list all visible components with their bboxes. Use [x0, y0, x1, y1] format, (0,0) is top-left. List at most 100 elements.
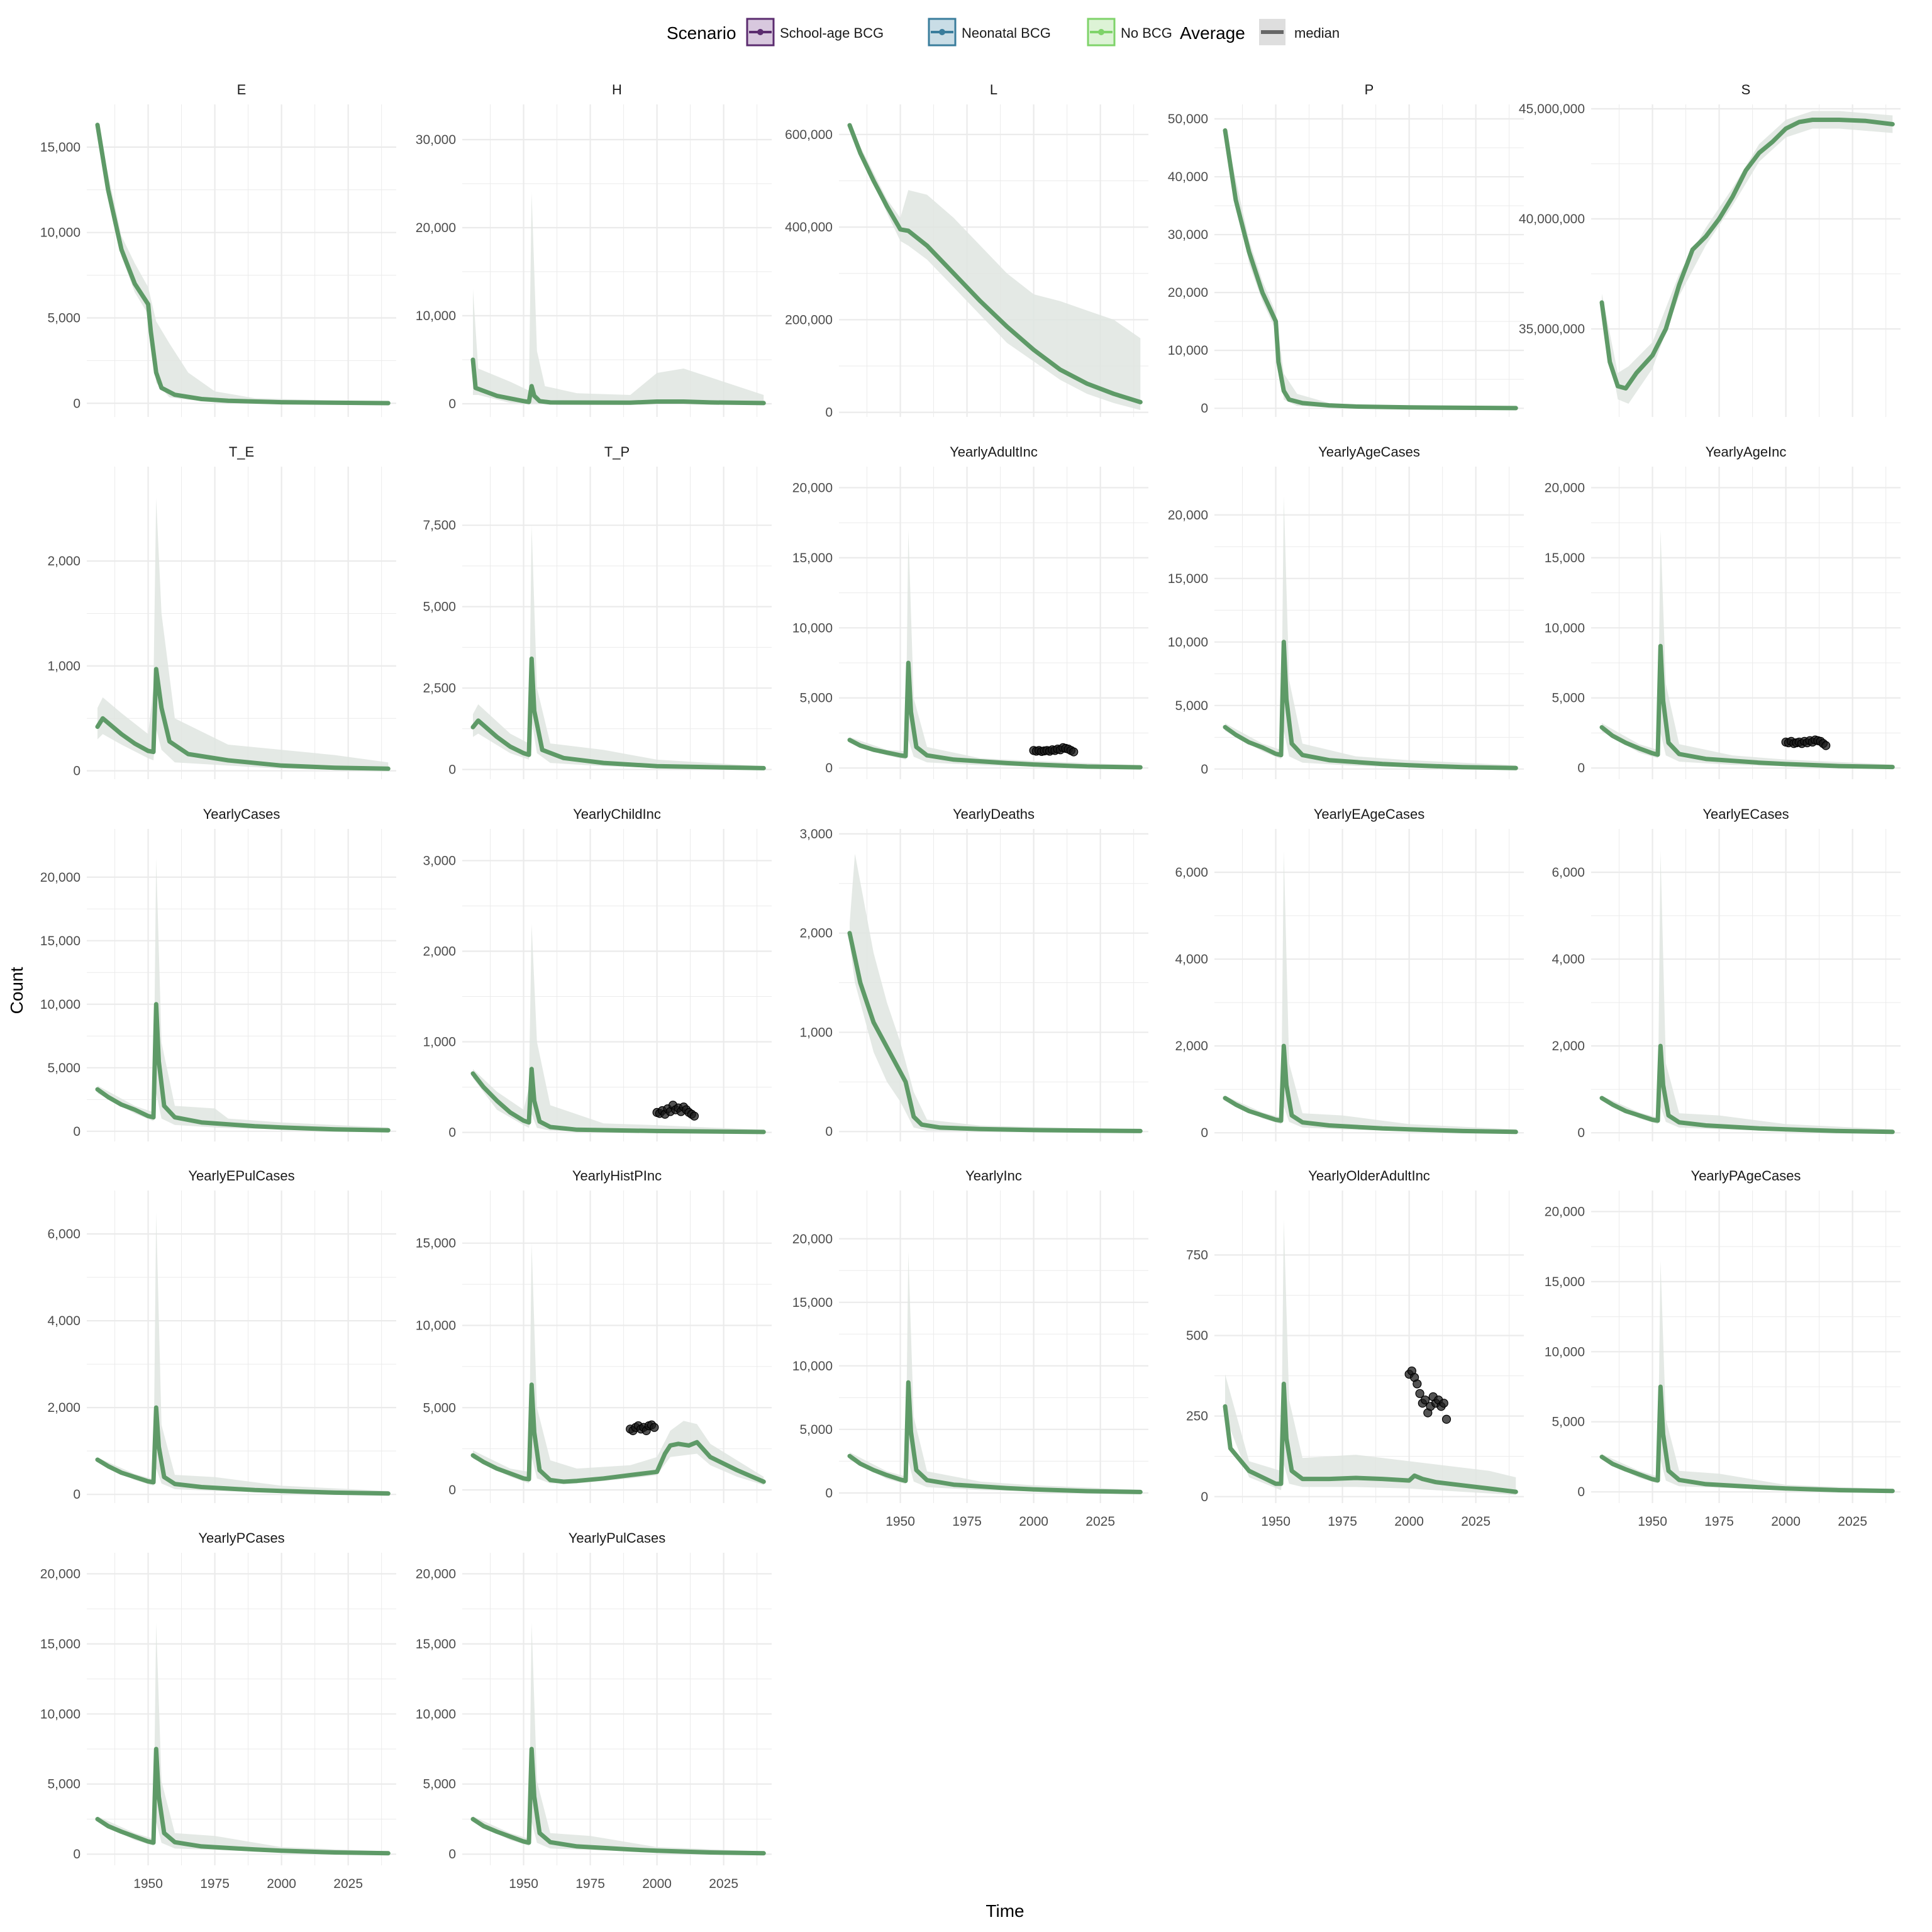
y-tick-label: 2,000: [47, 554, 80, 569]
x-tick-label: 2000: [1019, 1514, 1048, 1529]
y-tick-label: 0: [73, 1124, 80, 1139]
y-tick-label: 4,000: [47, 1314, 80, 1328]
y-tick-label: 20,000: [792, 1232, 833, 1246]
panel-yearlyepulcases: YearlyEPulCases 0 2,000 4,000 6,000: [47, 1168, 396, 1503]
panel-title-yearlycases: YearlyCases: [203, 806, 280, 822]
observed-point: [1441, 1414, 1452, 1424]
y-tick-label: 5,000: [1175, 699, 1208, 713]
y-tick-label: 0: [448, 1483, 456, 1497]
y-tick-label: 50,000: [1168, 112, 1208, 126]
y-tick-label: 0: [1201, 1490, 1208, 1504]
median-line-yearlyagecases: [1223, 640, 1518, 770]
median-line-e: [95, 123, 391, 406]
panel-title-l: L: [990, 82, 997, 97]
legend-label-no-bcg: No BCG: [1121, 25, 1172, 41]
panel-title-e: E: [237, 82, 247, 97]
y-tick-label: 0: [448, 762, 456, 777]
y-tick-label: 10,000: [40, 1707, 80, 1721]
y-tick-label: 15,000: [1545, 551, 1585, 565]
legend-key-point-neonatal-bcg: [939, 29, 945, 35]
panel-yearlychildinc: YearlyChildInc 0 1,000 2,000 3,000: [423, 806, 772, 1141]
y-tick-label: 15,000: [40, 140, 80, 155]
uncertainty-ribbon-e: [97, 125, 389, 404]
y-tick-label: 0: [448, 1126, 456, 1140]
median-line-yearlydeaths: [847, 931, 1143, 1133]
x-tick-label: 1950: [509, 1877, 538, 1891]
y-tick-label: 10,000: [40, 226, 80, 240]
y-tick-label: 0: [73, 1847, 80, 1862]
panel-title-yearlyolderadultinc: YearlyOlderAdultInc: [1308, 1168, 1430, 1184]
panel-p: P 0 10,000 20,000 30,000 40,000 50,000: [1168, 82, 1524, 417]
legend-average-title: Average: [1180, 23, 1245, 43]
y-tick-label: 10,000: [1168, 343, 1208, 358]
median-line-yearlypagecases: [1599, 1384, 1895, 1494]
x-tick-label: 1975: [1328, 1514, 1357, 1529]
panel-e: E 0 5,000 10,000 15,000: [40, 82, 396, 417]
y-tick-label: 0: [1577, 1485, 1585, 1499]
y-tick-label: 1,000: [423, 1035, 456, 1050]
y-tick-label: 40,000: [1168, 170, 1208, 184]
panel-title-t-e: T_E: [229, 444, 254, 460]
y-tick-label: 1,000: [47, 659, 80, 674]
panel-title-yearlypulcases: YearlyPulCases: [569, 1530, 666, 1546]
y-tick-label: 0: [73, 396, 80, 411]
y-tick-label: 6,000: [1552, 865, 1585, 880]
x-tick-label: 2000: [1394, 1514, 1424, 1529]
uncertainty-ribbon-t-p: [473, 525, 764, 769]
y-tick-label: 750: [1186, 1248, 1208, 1262]
y-tick-label: 600,000: [785, 128, 833, 142]
observed-point: [1415, 1389, 1424, 1398]
y-tick-label: 10,000: [792, 1359, 833, 1374]
y-tick-label: 20,000: [1168, 286, 1208, 300]
legend-scenario-title: Scenario: [667, 23, 736, 43]
y-tick-label: 15,000: [416, 1236, 456, 1251]
panel-title-yearlyeagecases: YearlyEAgeCases: [1314, 806, 1425, 822]
panel-yearlydeaths: YearlyDeaths 0 1,000 2,000 3,000: [799, 806, 1148, 1141]
y-tick-label: 5,000: [47, 1777, 80, 1792]
median-line-yearlypulcases: [470, 1746, 766, 1856]
panel-title-yearlyageinc: YearlyAgeInc: [1706, 444, 1787, 460]
legend-label-neonatal-bcg: Neonatal BCG: [962, 25, 1051, 41]
panel-yearlyinc: YearlyInc 0 5,000 10,000 15,000 20,000 1950 197…: [792, 1168, 1148, 1529]
x-tick-label: 1975: [200, 1877, 230, 1891]
panel-yearlypulcases: YearlyPulCases 0 5,000 10,000 15,000 20,000 19…: [416, 1530, 772, 1891]
panel-yearlyecases: YearlyECases 0 2,000 4,000 6,000: [1552, 806, 1901, 1141]
observed-point: [1413, 1379, 1422, 1389]
y-tick-label: 10,000: [1545, 621, 1585, 635]
y-tick-label: 2,000: [1552, 1039, 1585, 1053]
legend-key-point-no-bcg: [1098, 29, 1104, 35]
y-tick-label: 45,000,000: [1519, 102, 1585, 116]
x-tick-label: 2025: [1085, 1514, 1115, 1529]
x-tick-label: 2000: [642, 1877, 672, 1891]
median-line-yearlycases: [95, 1002, 391, 1133]
y-tick-label: 3,000: [799, 827, 833, 841]
median-line-t-e: [95, 667, 391, 771]
y-tick-label: 10,000: [416, 1318, 456, 1333]
y-axis-title: Count: [7, 967, 26, 1014]
y-tick-label: 0: [825, 406, 833, 420]
median-line-yearlyhistpinc: [470, 1382, 766, 1484]
y-tick-label: 7,500: [423, 518, 456, 533]
median-line-yearlychildinc: [470, 1067, 766, 1135]
x-tick-label: 1950: [133, 1877, 163, 1891]
panel-title-yearlyecases: YearlyECases: [1702, 806, 1789, 822]
y-tick-label: 40,000,000: [1519, 212, 1585, 226]
uncertainty-ribbon-t-e: [97, 498, 389, 770]
y-tick-label: 15,000: [1168, 572, 1208, 586]
panel-title-yearlyhistpinc: YearlyHistPInc: [572, 1168, 662, 1184]
panel-title-h: H: [612, 82, 622, 97]
median-line-s: [1599, 118, 1895, 391]
x-tick-label: 2025: [709, 1877, 738, 1891]
uncertainty-ribbon-yearlyinc: [850, 1252, 1141, 1493]
uncertainty-ribbon-yearlypulcases: [473, 1623, 764, 1854]
y-tick-label: 15,000: [792, 1296, 833, 1310]
median-line-yearlyageinc: [1599, 643, 1895, 770]
y-tick-label: 5,000: [1552, 691, 1585, 706]
uncertainty-ribbon-yearlyageinc: [1602, 530, 1893, 768]
panel-title-p: P: [1365, 82, 1374, 97]
x-tick-label: 1950: [886, 1514, 915, 1529]
y-tick-label: 10,000: [416, 309, 456, 323]
uncertainty-ribbon-yearlyadultinc: [850, 530, 1141, 769]
legend-label-school-age-bcg: School-age BCG: [780, 25, 884, 41]
